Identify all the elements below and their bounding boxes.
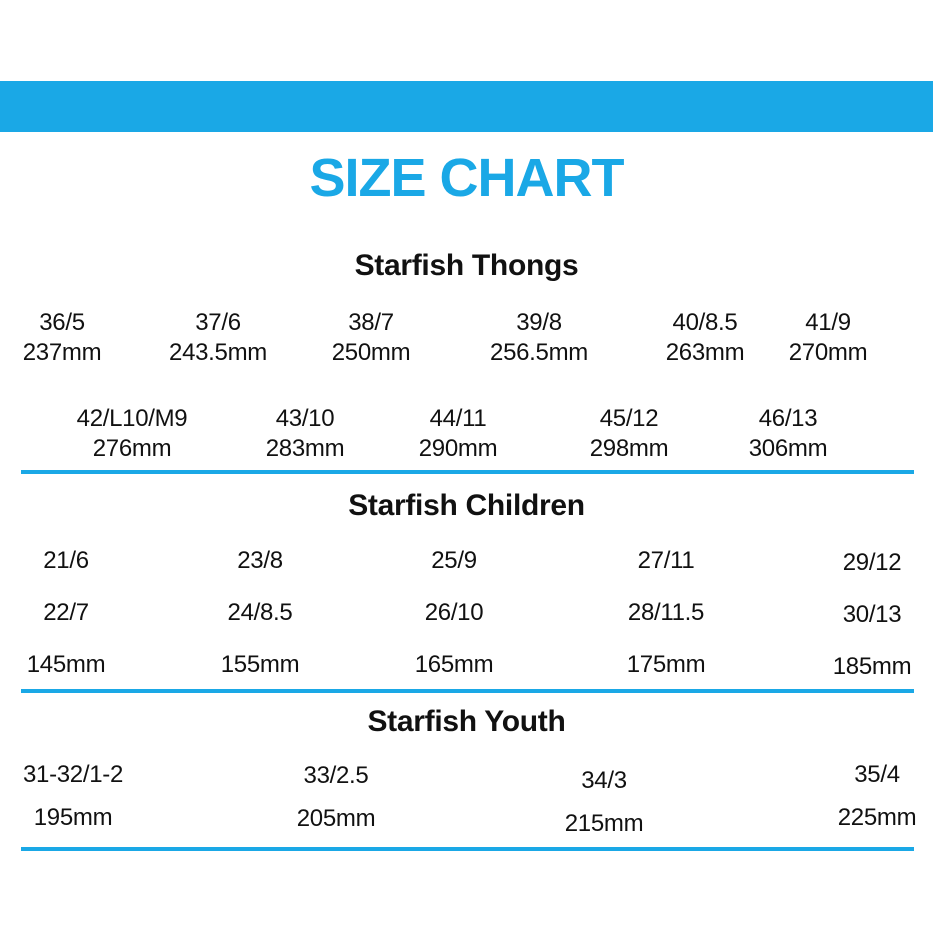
children-length-label: 185mm: [832, 653, 912, 680]
length-label: 298mm: [589, 435, 669, 462]
children-section-title: Starfish Children: [348, 489, 585, 522]
size-label: 36/5: [39, 309, 85, 336]
thongs-size-cell: 41/9 270mm: [738, 308, 918, 368]
size-label: 44/11: [429, 405, 487, 432]
thongs-size-cell: 37/6 243.5mm: [128, 308, 308, 368]
youth-length-label: 225mm: [837, 804, 917, 831]
youth-length-label: 215mm: [564, 810, 644, 837]
section-divider: [21, 470, 914, 474]
page-title: SIZE CHART: [309, 148, 625, 208]
thongs-section-title: Starfish Thongs: [354, 249, 579, 282]
thongs-size-cell: 44/11 290mm: [368, 404, 548, 464]
children-size-label: 28/11.5: [627, 599, 705, 626]
length-label: 270mm: [788, 339, 868, 366]
thongs-size-cell: 39/8 256.5mm: [449, 308, 629, 368]
length-label: 306mm: [748, 435, 828, 462]
section-divider: [21, 689, 914, 693]
length-label: 263mm: [665, 339, 745, 366]
size-label: 38/7: [348, 309, 394, 336]
thongs-size-cell: 42/L10/M9 276mm: [42, 404, 222, 464]
youth-length-label: 205mm: [296, 805, 376, 832]
children-size-label: 26/10: [424, 599, 484, 626]
size-label: 45/12: [599, 405, 659, 432]
children-length-label: 165mm: [414, 651, 494, 678]
children-size-label: 25/9: [431, 547, 477, 574]
children-length-label: 175mm: [626, 651, 706, 678]
youth-size-label: 33/2.5: [303, 762, 369, 789]
children-length-label: 145mm: [26, 651, 106, 678]
children-length-label: 155mm: [220, 651, 300, 678]
thongs-size-cell: 45/12 298mm: [539, 404, 719, 464]
thongs-size-cell: 46/13 306mm: [698, 404, 878, 464]
thongs-size-cell: 40/8.5 263mm: [615, 308, 795, 368]
size-label: 39/8: [516, 309, 562, 336]
size-label: 40/8.5: [672, 309, 738, 336]
children-size-label: 22/7: [43, 599, 89, 626]
length-label: 276mm: [92, 435, 172, 462]
size-label: 46/13: [758, 405, 818, 432]
length-label: 243.5mm: [169, 339, 267, 366]
children-size-label: 21/6: [43, 547, 89, 574]
length-label: 237mm: [22, 339, 102, 366]
section-divider: [21, 847, 914, 851]
youth-size-label: 35/4: [854, 761, 900, 788]
length-label: 256.5mm: [490, 339, 588, 366]
youth-size-label: 31-32/1-2: [22, 761, 124, 788]
children-size-label: 23/8: [237, 547, 283, 574]
length-label: 250mm: [331, 339, 411, 366]
thongs-size-cell: 38/7 250mm: [281, 308, 461, 368]
top-banner: [0, 81, 933, 132]
children-size-label: 29/12: [842, 549, 902, 576]
size-label: 42/L10/M9: [76, 405, 188, 432]
thongs-size-cell: 36/5 237mm: [0, 308, 152, 368]
length-label: 283mm: [265, 435, 345, 462]
youth-section-title: Starfish Youth: [367, 705, 566, 738]
children-size-label: 30/13: [842, 601, 902, 628]
length-label: 290mm: [418, 435, 498, 462]
size-label: 41/9: [805, 309, 851, 336]
thongs-size-cell: 43/10 283mm: [215, 404, 395, 464]
size-label: 43/10: [275, 405, 335, 432]
children-size-label: 27/11: [637, 547, 695, 574]
youth-size-label: 34/3: [581, 767, 627, 794]
children-size-label: 24/8.5: [227, 599, 293, 626]
size-label: 37/6: [195, 309, 241, 336]
youth-length-label: 195mm: [33, 804, 113, 831]
